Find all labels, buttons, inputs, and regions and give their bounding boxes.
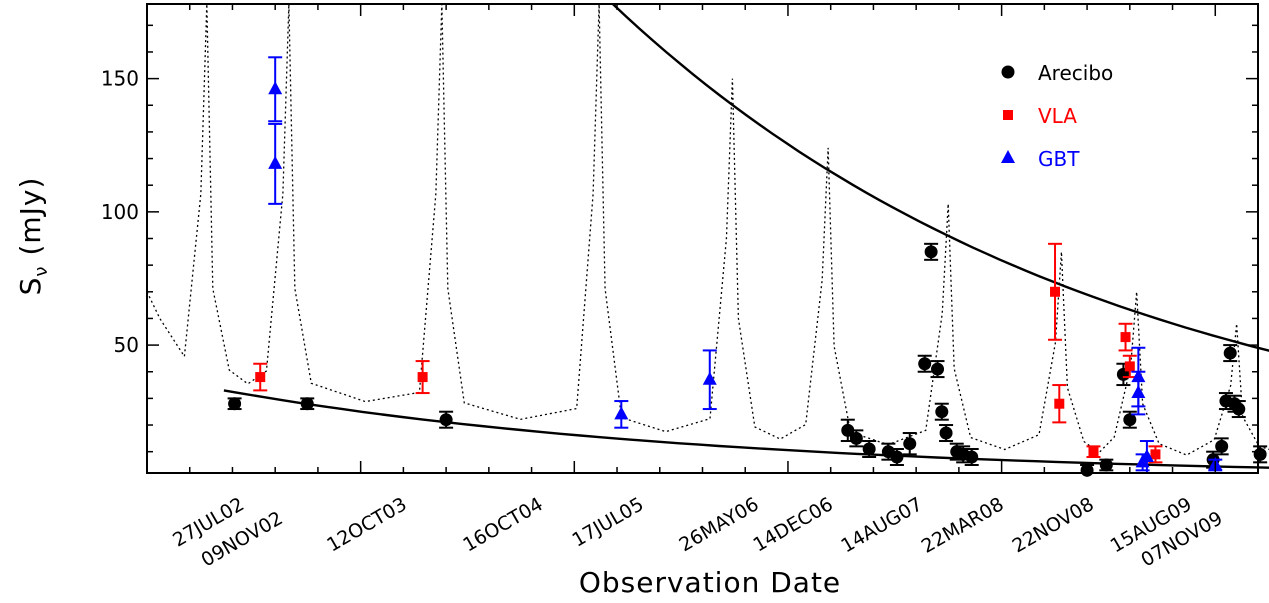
x-axis-title: Observation Date <box>579 566 841 599</box>
data-point-arecibo <box>439 413 453 427</box>
data-point-vla <box>1120 332 1131 343</box>
y-tick-label: 50 <box>114 333 139 357</box>
date-tick-label: 26MAY06 <box>676 493 763 556</box>
legend-marker-vla <box>1003 110 1013 120</box>
y-axis-title: Sν (mJy) <box>14 177 52 296</box>
legend-label-gbt: GBT <box>1038 147 1080 171</box>
data-point-arecibo <box>935 405 949 419</box>
y-tick-label: 100 <box>101 200 139 224</box>
data-point-gbt <box>268 81 283 95</box>
y-axis-title-units: (mJy) <box>14 177 47 256</box>
y-tick-label: 150 <box>101 67 139 91</box>
data-point-arecibo <box>862 442 876 456</box>
data-point-gbt <box>268 155 283 169</box>
data-point-vla <box>1088 446 1099 457</box>
data-point-vla <box>417 372 428 383</box>
data-point-vla <box>1054 398 1065 409</box>
date-tick-label: 12OCT03 <box>323 493 410 556</box>
data-point-arecibo <box>841 423 855 437</box>
data-point-vla <box>1150 449 1161 460</box>
data-point-arecibo <box>1232 402 1246 416</box>
date-tick-label: 17JUL05 <box>569 493 648 551</box>
dotted-model-curve <box>146 3 1269 456</box>
legend-label-vla: VLA <box>1038 104 1077 128</box>
data-point-arecibo <box>939 426 953 440</box>
date-tick-label: 22MAR08 <box>918 493 1008 558</box>
data-point-gbt <box>1131 385 1146 399</box>
dotted-model-layer <box>146 3 1269 456</box>
data-point-arecibo <box>1215 439 1229 453</box>
data-point-arecibo <box>924 245 938 259</box>
date-tick-label: 14AUG07 <box>837 493 926 557</box>
data-point-arecibo <box>918 357 932 371</box>
data-point-vla <box>1050 286 1061 297</box>
data-point-gbt <box>702 371 717 385</box>
data-point-layer <box>227 56 1268 477</box>
data-point-arecibo <box>300 397 314 411</box>
lower-envelope-curve <box>223 389 1269 469</box>
data-point-vla <box>255 372 266 383</box>
data-point-gbt <box>614 406 629 420</box>
data-point-arecibo <box>965 450 979 464</box>
data-point-arecibo <box>890 450 904 464</box>
date-tick-label: 22NOV08 <box>1009 493 1098 557</box>
legend-marker-gbt <box>1001 150 1015 163</box>
y-axis-title-main: S <box>14 277 47 296</box>
upper-envelope-curve <box>611 3 1269 352</box>
data-point-arecibo <box>903 437 917 451</box>
data-point-arecibo <box>931 362 945 376</box>
date-tick-label: 14DEC06 <box>749 493 836 556</box>
legend-label-arecibo: Arecibo <box>1038 61 1113 85</box>
data-point-gbt <box>1135 454 1150 468</box>
data-point-arecibo <box>1253 447 1267 461</box>
data-point-arecibo <box>228 397 242 411</box>
data-point-arecibo <box>849 431 863 445</box>
legend-marker-arecibo <box>1001 65 1015 79</box>
y-axis-title-sub: ν <box>31 266 52 277</box>
data-point-arecibo <box>1223 346 1237 360</box>
data-point-arecibo <box>1123 413 1137 427</box>
legend: Arecibo VLA GBT <box>1001 61 1113 171</box>
date-tick-label: 16OCT04 <box>459 493 546 556</box>
data-point-arecibo <box>1099 458 1113 472</box>
data-point-vla <box>1124 361 1135 372</box>
